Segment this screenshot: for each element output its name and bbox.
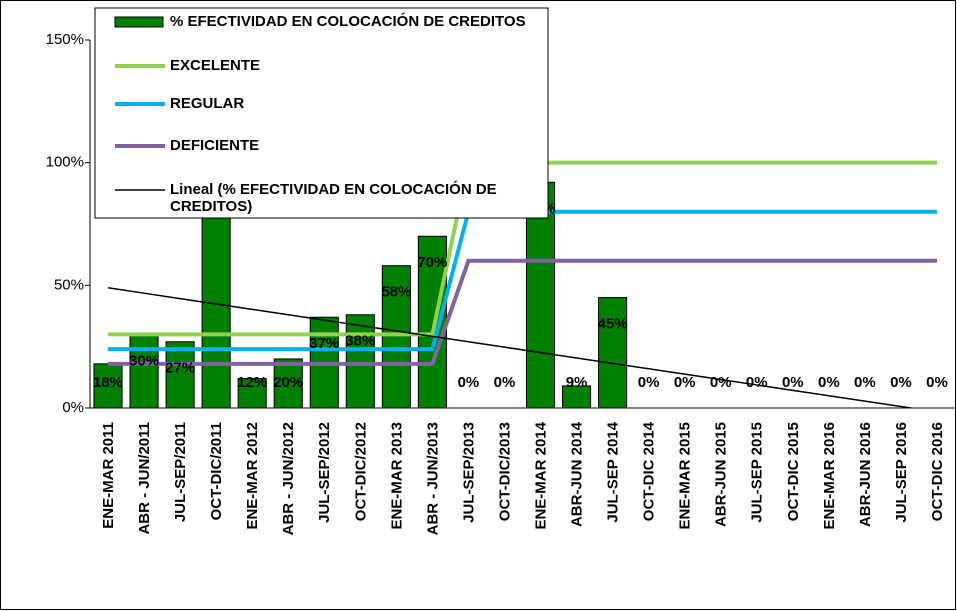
bar bbox=[237, 378, 267, 408]
x-tick-label: ENE-MAR 2015 bbox=[677, 422, 694, 530]
bar bbox=[345, 314, 375, 408]
legend-label: DEFICIENTE bbox=[170, 137, 259, 154]
legend-label: EXCELENTE bbox=[170, 57, 260, 74]
data-label: 0% bbox=[746, 374, 768, 391]
x-tick-label: OCT-DIC 2016 bbox=[929, 422, 946, 521]
legend-box bbox=[94, 7, 549, 219]
data-label: 0% bbox=[854, 374, 876, 391]
legend-line: CREDITOS) bbox=[170, 198, 252, 215]
data-label: 0% bbox=[890, 374, 912, 391]
x-tick-label: OCT-DIC 2015 bbox=[785, 422, 802, 521]
x-tick-label: ENE-MAR 2011 bbox=[100, 422, 117, 529]
x-tick-label: ENE-MAR 2012 bbox=[244, 422, 261, 530]
x-tick-label: JUL-SEP/2013 bbox=[460, 422, 477, 523]
bar bbox=[562, 385, 592, 408]
legend: % EFECTIVIDAD EN COLOCACIÓN DE CREDITOS E… bbox=[94, 7, 549, 219]
data-label: 0% bbox=[782, 374, 804, 391]
legend-line: % EFECTIVIDAD EN COLOCACIÓN DE CREDITOS bbox=[170, 12, 526, 30]
legend-line: DEFICIENTE bbox=[170, 137, 259, 154]
legend-line: REGULAR bbox=[170, 95, 244, 112]
bar bbox=[201, 203, 231, 408]
data-label: 0% bbox=[926, 374, 948, 391]
data-label: 9% bbox=[566, 374, 588, 391]
y-tick-label: 100% bbox=[46, 154, 84, 171]
data-label: 38% bbox=[345, 333, 375, 350]
data-label: 0% bbox=[674, 374, 696, 391]
x-tick-label: ENE-MAR 2013 bbox=[388, 422, 405, 530]
legend-label: Lineal (% EFECTIVIDAD EN COLOCACIÓN DE CR… bbox=[170, 180, 497, 215]
bar bbox=[417, 235, 447, 408]
x-tick-label: OCT-DIC 2014 bbox=[641, 421, 658, 521]
data-label: 0% bbox=[710, 374, 732, 391]
x-tick-label: ABR - JUN/2012 bbox=[280, 422, 297, 535]
legend-label: % EFECTIVIDAD EN COLOCACIÓN DE CREDITOS bbox=[170, 12, 526, 30]
bar bbox=[381, 265, 411, 408]
x-tick-label: ABR - JUN/2011 bbox=[136, 422, 153, 535]
x-tick-label: ABR-JUN 2016 bbox=[857, 422, 874, 527]
y-tick-label: 0% bbox=[62, 399, 84, 416]
x-tick-label: JUL-SEP 2015 bbox=[749, 422, 766, 523]
legend-line: Lineal (% EFECTIVIDAD EN COLOCACIÓN DE bbox=[170, 180, 497, 198]
line bbox=[107, 287, 916, 408]
x-tick-label: JUL-SEP/2011 bbox=[172, 422, 189, 522]
legend-swatch bbox=[114, 16, 164, 28]
data-label: 18% bbox=[93, 374, 123, 391]
x-tick-label: OCT-DIC/2013 bbox=[496, 422, 513, 521]
legend-line: EXCELENTE bbox=[170, 57, 260, 74]
line bbox=[108, 258, 937, 366]
data-label: 58% bbox=[381, 284, 411, 301]
data-label: 12% bbox=[237, 374, 267, 391]
legend-label: REGULAR bbox=[170, 95, 244, 112]
bar bbox=[525, 181, 556, 408]
data-label: 0% bbox=[638, 374, 660, 391]
x-tick-label: ABR-JUN 2014 bbox=[569, 421, 586, 527]
data-label: 27% bbox=[165, 360, 195, 377]
data-label: 0% bbox=[458, 374, 480, 391]
data-label: 37% bbox=[309, 335, 339, 352]
x-tick-label: OCT-DIC/2012 bbox=[352, 422, 369, 521]
bar bbox=[598, 297, 628, 408]
y-tick-label: 50% bbox=[54, 276, 84, 293]
data-label: 20% bbox=[273, 374, 303, 391]
x-tick-label: ABR-JUN 2015 bbox=[713, 422, 730, 527]
x-tick-label: JUL-SEP 2014 bbox=[605, 421, 622, 522]
x-tick-label: OCT-DIC/2011 bbox=[208, 422, 225, 520]
x-tick-label: JUL-SEP/2012 bbox=[316, 422, 333, 523]
data-label: 0% bbox=[818, 374, 840, 391]
bar bbox=[165, 341, 195, 408]
x-tick-label: JUL-SEP 2016 bbox=[893, 422, 910, 523]
data-label: 45% bbox=[598, 316, 628, 333]
y-tick-label: 150% bbox=[46, 31, 84, 48]
bar bbox=[273, 358, 303, 408]
bar bbox=[93, 363, 123, 408]
data-label: 30% bbox=[129, 352, 159, 369]
x-tick-label: ENE-MAR 2014 bbox=[532, 421, 549, 529]
x-tick-label: ENE-MAR 2016 bbox=[821, 422, 838, 530]
bar bbox=[129, 333, 159, 408]
data-label: 0% bbox=[494, 374, 516, 391]
plot-area bbox=[93, 160, 937, 408]
x-tick-label: ABR - JUN/2013 bbox=[424, 422, 441, 535]
data-label: 70% bbox=[417, 254, 447, 271]
